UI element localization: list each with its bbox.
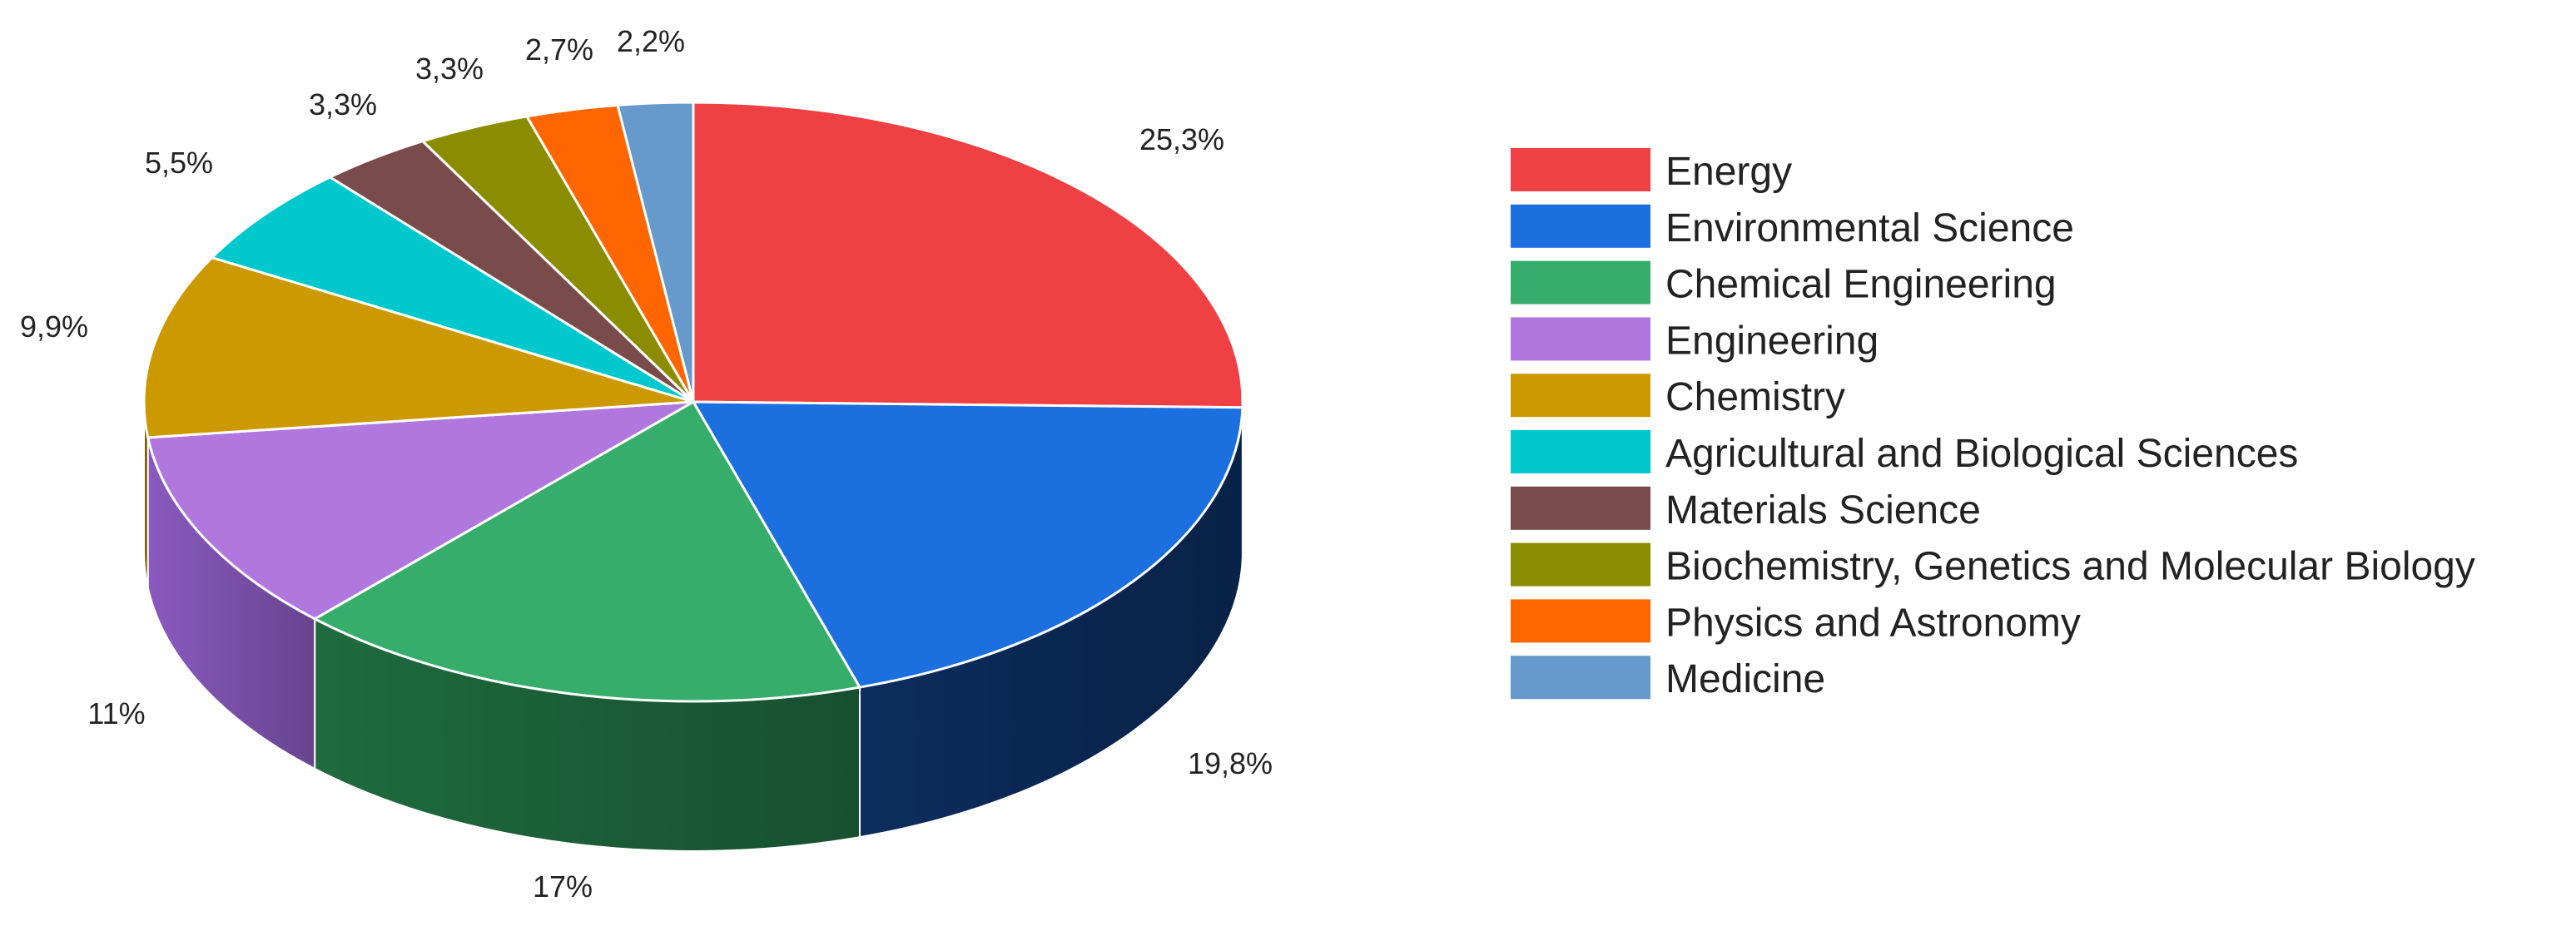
legend-item-medicine: Medicine (1511, 656, 1825, 701)
slice-agricultural-and-biological-sciences (211, 176, 695, 404)
legend-item-chemistry: Chemistry (1511, 374, 1845, 419)
legend-item-energy: Energy (1511, 148, 1792, 194)
legend-item-biochemistry-genetics-and-molecular-biology: Biochemistry, Genetics and Molecular Bio… (1511, 542, 2475, 589)
slice-label-chemistry: 9,9% (20, 309, 88, 344)
legend-swatch-chemistry (1511, 374, 1650, 418)
legend-label-medicine: Medicine (1665, 657, 1825, 701)
slice-chemical-engineering (313, 400, 861, 703)
legend-swatch-biochemistry-genetics-and-molecular-biology (1511, 542, 1650, 587)
pie-slices (142, 101, 1244, 703)
slice-label-agricultural-and-biological-sciences: 5,5% (145, 146, 213, 180)
slice-label-biochemistry-genetics-and-molecular-biology: 3,3% (415, 52, 484, 86)
legend-item-physics-and-astronomy: Physics and Astronomy (1511, 599, 2081, 645)
slice-label-materials-science: 3,3% (309, 87, 377, 121)
legend-swatch-chemical-engineering (1511, 260, 1650, 305)
slice-label-medicine: 2,2% (617, 24, 685, 58)
legend-label-environmental-science: Environmental Science (1665, 206, 2074, 250)
legend-label-energy: Energy (1665, 150, 1792, 194)
legend-swatch-engineering (1511, 317, 1650, 361)
slice-medicine (616, 101, 695, 404)
legend-swatch-materials-science (1511, 486, 1650, 530)
legend-label-chemical-engineering: Chemical Engineering (1665, 263, 2057, 307)
legend-label-agricultural-and-biological-sciences: Agricultural and Biological Sciences (1665, 432, 2298, 476)
slice-label-environmental-science: 19,8% (1188, 746, 1273, 780)
legend-item-chemical-engineering: Chemical Engineering (1511, 260, 2057, 307)
legend-swatch-agricultural-and-biological-sciences (1511, 430, 1650, 473)
legend-swatch-medicine (1511, 656, 1650, 700)
slice-engineering (146, 400, 695, 621)
legend-item-engineering: Engineering (1511, 317, 1879, 363)
legend-item-agricultural-and-biological-sciences: Agricultural and Biological Sciences (1511, 430, 2298, 476)
slice-label-physics-and-astronomy: 2,7% (525, 32, 593, 67)
slice-label-energy: 25,3% (1139, 122, 1224, 156)
slice-energy (692, 101, 1244, 409)
legend-label-physics-and-astronomy: Physics and Astronomy (1665, 601, 2081, 645)
slice-label-chemical-engineering: 17% (533, 869, 593, 904)
pie-labels: 25,3% 19,8% 17% 11% 9,9% 5,5% 3,3% 3,3% 2,7% 2,2% (20, 24, 1273, 904)
legend: Energy Environmental Science Chemical Engi… (1511, 148, 2475, 701)
legend-swatch-energy (1511, 148, 1650, 191)
legend-label-materials-science: Materials Science (1665, 488, 1981, 532)
slice-environmental-science (692, 400, 1244, 689)
legend-label-chemistry: Chemistry (1665, 375, 1845, 419)
legend-swatch-physics-and-astronomy (1511, 599, 1650, 643)
legend-item-materials-science: Materials Science (1511, 486, 1981, 532)
legend-label-engineering: Engineering (1665, 319, 1879, 363)
legend-label-biochemistry-genetics-and-molecular-biology: Biochemistry, Genetics and Molecular Bio… (1665, 545, 2475, 589)
slice-label-engineering: 11% (87, 696, 145, 730)
legend-item-environmental-science: Environmental Science (1511, 204, 2074, 250)
legend-swatch-environmental-science (1511, 204, 1650, 248)
slice-chemistry (142, 256, 695, 439)
